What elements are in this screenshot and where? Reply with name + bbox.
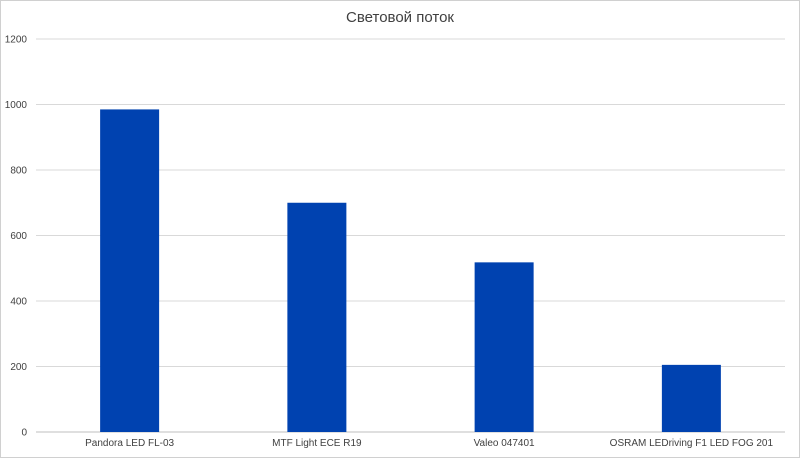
y-tick-label: 200 — [10, 362, 27, 373]
bars — [100, 109, 721, 432]
x-category-label: MTF Light ECE R19 — [272, 438, 362, 449]
bar — [100, 109, 160, 432]
bar — [474, 262, 534, 432]
y-tick-label: 0 — [21, 428, 27, 439]
bar — [287, 202, 347, 432]
x-category-label: Valeo 047401 — [474, 438, 535, 449]
y-axis-ticks: 0 200 400 600 800 1000 1200 — [5, 35, 28, 439]
x-axis-labels: Pandora LED FL-03 MTF Light ECE R19 Valeo … — [85, 438, 773, 449]
y-tick-label: 1200 — [5, 35, 28, 46]
y-tick-label: 600 — [10, 231, 27, 242]
y-tick-label: 400 — [10, 297, 27, 308]
bar — [661, 364, 721, 432]
x-category-label: OSRAM LEDriving F1 LED FOG 201 — [610, 438, 774, 449]
gridlines — [36, 38, 785, 433]
x-category-label: Pandora LED FL-03 — [85, 438, 174, 449]
y-tick-label: 800 — [10, 166, 27, 177]
y-tick-label: 1000 — [5, 100, 28, 111]
chart-title: Световой поток — [346, 9, 454, 26]
